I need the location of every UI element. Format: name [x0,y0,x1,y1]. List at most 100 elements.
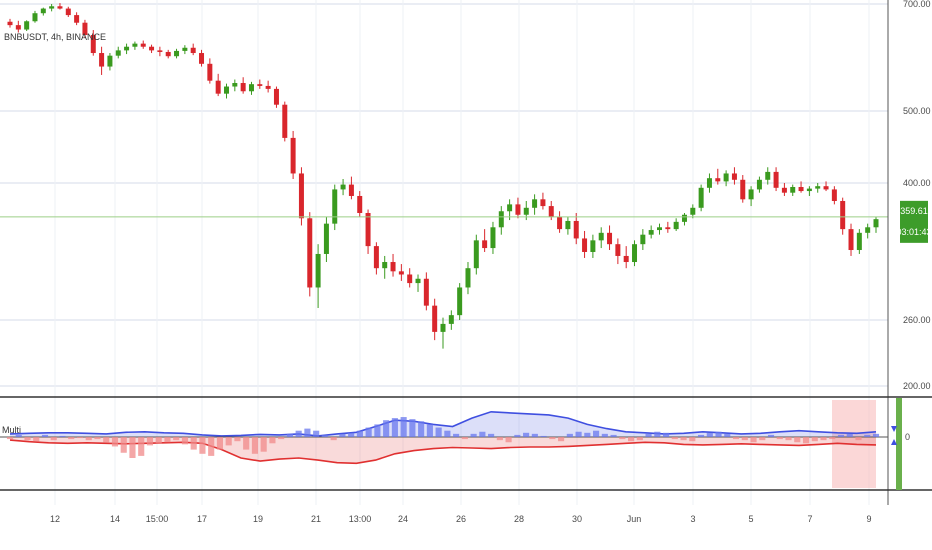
histogram-bar [540,435,547,437]
indicator-legend[interactable]: Multi [2,425,21,435]
histogram-bar [584,432,591,437]
price-axis[interactable]: 700.00 500.00 400.00 260.00 200.00 [887,0,931,505]
candle-body [257,84,263,86]
candle-body [815,186,821,189]
histogram-bar [6,437,14,440]
histogram-bar [33,437,40,442]
candle-body [448,315,454,324]
histogram-bar [776,437,783,440]
histogram-bar [234,437,241,442]
time-tick-label: 9 [866,514,871,524]
histogram-bar [426,424,433,437]
histogram-bar [24,437,31,441]
histogram-bar [829,437,836,440]
candle-body [457,287,463,316]
histogram-bar [181,437,189,445]
candle-body [182,47,188,51]
histogram-bar [724,433,731,437]
time-tick-label: 30 [572,514,582,524]
price-tick-label: 200.00 [903,381,931,391]
candle-body [207,63,213,81]
candle-body [590,240,596,252]
candle-body [465,268,471,288]
histogram-bar [654,431,661,437]
histogram-bar [278,437,285,440]
time-tick-label: 21 [311,514,321,524]
candle-body [199,53,205,64]
histogram-bar [566,433,573,437]
candle-body [407,274,413,284]
histogram-bar [855,437,862,441]
candle-body [382,262,388,269]
candle-body [57,6,63,9]
histogram-bar [453,433,460,437]
histogram-bar [662,432,670,437]
time-tick-label: 28 [514,514,524,524]
candle-body [365,212,371,247]
histogram-bar [190,437,197,450]
histogram-bar [216,437,224,450]
price-tick-label: 400.00 [903,178,931,188]
time-axis-labels: 12 14 15:00 17 19 21 13:00 24 26 28 30 Jun 3 5 7 9 [50,514,872,524]
time-tick-label: 7 [807,514,812,524]
candle-body [432,305,438,332]
candle-body [415,278,421,284]
candle-countdown: 03:01:43 [896,227,931,237]
histogram-bar [846,433,853,437]
histogram-bar [811,437,818,442]
histogram-bar [374,424,381,437]
candle-body [698,187,704,208]
candle-body [265,85,271,89]
envelope-line [9,439,877,465]
candle-body [332,189,338,224]
histogram-bar [820,437,827,441]
histogram-bar [348,432,355,437]
candle-body [423,278,429,306]
histogram-bar [514,434,521,437]
candle-body [740,179,746,200]
histogram-bar [251,437,258,454]
current-price-tag: 359.61 03:01:43 [896,200,932,243]
candle-body [124,46,130,51]
candle-body [99,53,105,67]
histogram-bar [164,437,171,443]
candle-body [731,173,737,180]
histogram-bar [321,434,328,437]
histogram-bar [391,418,398,437]
histogram-bar [619,437,626,440]
time-tick-label: 26 [456,514,466,524]
histogram-bar [173,437,180,441]
candle-body [232,83,238,87]
histogram-bar [225,437,232,446]
candle-body [873,219,879,228]
histogram-bar [785,437,792,441]
candle-body [856,232,862,251]
histogram-bar [610,434,617,437]
symbol-legend[interactable]: BNBUSDT, 4h, BINANCE [4,32,106,42]
triangle-down-icon [891,426,897,432]
histogram-bar [864,434,871,437]
candle-body [282,104,288,138]
candle-body [248,84,254,92]
price-tick-label: 700.00 [903,0,931,9]
candle-body [648,230,654,235]
histogram-bar [802,437,810,444]
candle-body [515,204,521,215]
candle-body [673,221,679,230]
time-axis[interactable]: 12 14 15:00 17 19 21 13:00 24 26 28 30 Jun 3 5 7 9 [50,514,872,524]
histogram-bar [304,428,311,437]
candle-body [323,223,329,254]
histogram-bar [689,437,696,442]
candle-body [623,255,629,263]
candle-body [540,199,546,207]
histogram-bar [199,437,206,454]
price-tick-label: 260.00 [903,315,931,325]
envelope-fill [10,411,876,437]
histogram-bar [628,437,635,442]
histogram-bar [549,437,556,440]
candle-body [765,171,771,180]
oscillator-zero-label: 0 [905,432,910,442]
candle-body [607,232,613,245]
histogram-bar [680,437,687,441]
